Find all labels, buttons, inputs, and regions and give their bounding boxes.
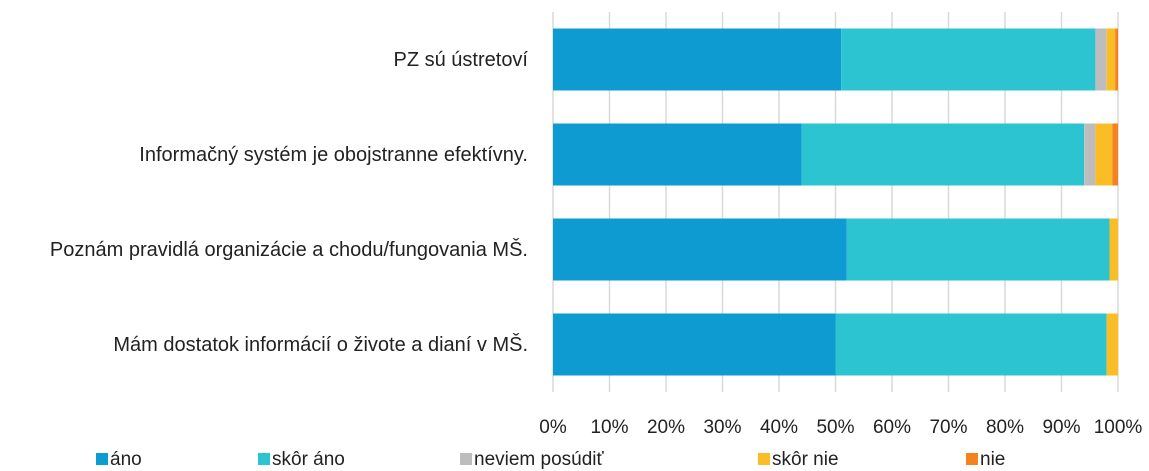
x-tick-label: 90%	[1042, 417, 1080, 438]
x-tick-label: 10%	[590, 417, 628, 438]
bar-segment	[1112, 123, 1118, 186]
bar-segment	[553, 28, 842, 91]
bar-segment	[1106, 28, 1116, 91]
legend-swatch	[758, 453, 770, 465]
bar-segment	[1109, 218, 1118, 281]
x-tick-label: 100%	[1094, 417, 1143, 438]
bar-segment	[1115, 28, 1118, 91]
y-tick-label: PZ sú ústretoví	[393, 48, 529, 71]
legend-label: nie	[980, 449, 1005, 470]
legend-label: skôr áno	[272, 449, 345, 470]
legend-label: áno	[110, 449, 142, 470]
bar-segment	[801, 123, 1085, 186]
bar-segment	[553, 313, 836, 376]
y-tick-label: Poznám pravidlá organizácie a chodu/fung…	[49, 238, 528, 261]
x-tick-label: 80%	[986, 417, 1024, 438]
y-tick-label: Mám dostatok informácií o živote a dianí…	[113, 333, 528, 356]
x-tick-label: 40%	[760, 417, 798, 438]
bar-segment	[841, 28, 1096, 91]
bar-segment	[1106, 313, 1118, 376]
x-tick-label: 70%	[929, 417, 967, 438]
bar-segment	[846, 218, 1110, 281]
bar-segment	[835, 313, 1107, 376]
x-tick-label: 60%	[873, 417, 911, 438]
legend-swatch	[460, 453, 472, 465]
legend-label: skôr nie	[772, 449, 839, 470]
legend-swatch	[96, 453, 108, 465]
bar-segment	[553, 123, 802, 186]
x-tick-label: 0%	[539, 417, 567, 438]
legend-swatch	[258, 453, 270, 465]
y-tick-label: Informačný systém je obojstranne efektív…	[139, 143, 528, 166]
legend-swatch	[966, 453, 978, 465]
x-tick-label: 20%	[647, 417, 685, 438]
x-tick-label: 50%	[816, 417, 854, 438]
bar-segment	[1095, 123, 1113, 186]
x-tick-label: 30%	[703, 417, 741, 438]
bar-segment	[1084, 123, 1096, 186]
bar-segment	[553, 218, 847, 281]
bar-segment	[1095, 28, 1107, 91]
legend-label: neviem posúdiť	[474, 449, 605, 470]
